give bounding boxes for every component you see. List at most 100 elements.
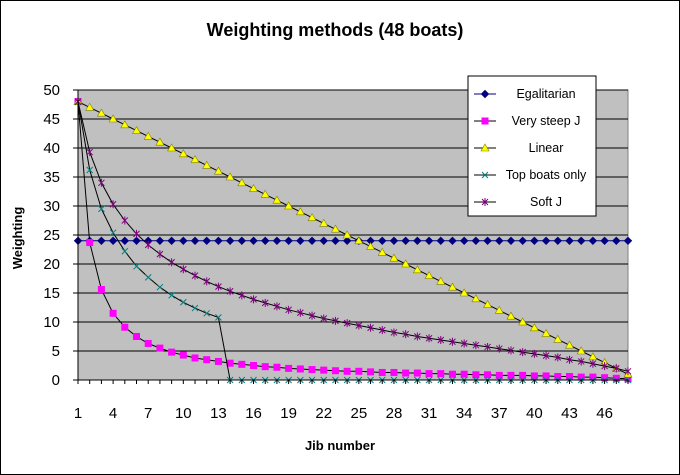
- data-point: [190, 154, 200, 163]
- data-point: [296, 308, 304, 317]
- data-point: [447, 282, 457, 291]
- data-point: [225, 172, 235, 181]
- data-point: [448, 236, 457, 246]
- legend-label: Soft J: [530, 195, 562, 209]
- data-point: [273, 363, 281, 371]
- data-point: [541, 236, 551, 246]
- data-point: [577, 357, 585, 366]
- data-point: [355, 321, 363, 330]
- x-tick-label: 22: [315, 405, 332, 422]
- data-point: [261, 236, 270, 246]
- data-point: [342, 236, 352, 246]
- data-point: [436, 236, 445, 246]
- data-point: [412, 265, 422, 274]
- x-axis-title: Jib number: [305, 438, 375, 453]
- data-point: [168, 348, 176, 356]
- legend-marker: [480, 89, 490, 99]
- chart-title: Weighting methods (48 boats): [207, 20, 464, 40]
- data-point: [133, 333, 141, 340]
- data-point: [203, 277, 211, 286]
- legend-label: Top boats only: [506, 168, 587, 182]
- data-point: [85, 102, 95, 111]
- data-point: [214, 236, 223, 246]
- data-point: [260, 189, 270, 198]
- data-point: [483, 236, 492, 246]
- data-point: [530, 236, 539, 246]
- data-point: [424, 236, 434, 246]
- data-point: [506, 311, 516, 320]
- data-point: [425, 370, 433, 378]
- data-point: [484, 342, 491, 351]
- data-point: [389, 253, 399, 262]
- data-point: [179, 351, 187, 359]
- data-point: [168, 258, 175, 267]
- data-point: [553, 334, 563, 343]
- data-point: [97, 236, 106, 246]
- x-tick-label: 25: [351, 405, 368, 422]
- data-point: [86, 148, 94, 157]
- data-point: [272, 236, 282, 246]
- data-point: [414, 332, 421, 341]
- data-point: [355, 367, 363, 375]
- data-point: [320, 314, 328, 323]
- series-very-steep-j: [74, 98, 632, 383]
- data-point: [144, 339, 152, 347]
- legend-box: [467, 75, 597, 217]
- data-point: [413, 369, 421, 377]
- data-point: [576, 346, 586, 355]
- y-tick-label: 10: [43, 314, 60, 331]
- data-point: [202, 160, 212, 169]
- legend-label: Very steep J: [512, 114, 581, 128]
- x-tick-label: 37: [491, 405, 508, 422]
- data-point: [120, 236, 130, 246]
- data-point: [589, 359, 597, 368]
- data-point: [366, 241, 376, 250]
- y-axis-title: Weighting: [10, 207, 25, 270]
- data-point: [190, 236, 200, 246]
- data-point: [367, 368, 375, 376]
- data-point: [191, 304, 199, 312]
- data-point: [495, 236, 504, 246]
- data-point: [225, 236, 235, 246]
- data-point: [402, 330, 410, 339]
- data-point: [401, 259, 411, 268]
- data-point: [588, 236, 598, 246]
- data-point: [437, 370, 445, 378]
- data-point: [401, 236, 410, 246]
- data-point: [308, 366, 316, 374]
- data-point: [144, 273, 152, 281]
- data-point: [601, 362, 608, 371]
- data-point: [437, 335, 445, 344]
- y-tick-label: 5: [52, 343, 60, 360]
- data-point: [565, 373, 573, 381]
- data-point: [133, 262, 140, 270]
- data-point: [471, 294, 481, 303]
- data-point: [307, 236, 317, 246]
- data-point: [506, 236, 516, 246]
- data-point: [144, 240, 152, 249]
- data-point: [542, 351, 550, 360]
- data-point: [624, 367, 632, 376]
- x-tick-label: 46: [596, 405, 613, 422]
- data-point: [156, 344, 164, 352]
- data-point: [98, 205, 105, 213]
- data-point: [600, 236, 609, 246]
- data-point: [143, 131, 153, 140]
- legend-marker: [481, 171, 489, 179]
- data-point: [167, 143, 177, 152]
- data-point: [377, 247, 387, 256]
- data-point: [378, 368, 386, 376]
- data-point: [331, 367, 339, 375]
- data-point: [121, 323, 129, 331]
- data-point: [331, 236, 340, 246]
- data-point: [237, 178, 247, 187]
- x-tick-label: 13: [210, 405, 227, 422]
- series-linear: [73, 96, 633, 378]
- data-point: [529, 323, 539, 332]
- data-point: [564, 340, 575, 349]
- x-tick-label: 28: [386, 405, 403, 422]
- data-point: [330, 224, 340, 233]
- data-point: [261, 298, 269, 307]
- data-point: [226, 287, 234, 296]
- data-point: [214, 357, 222, 365]
